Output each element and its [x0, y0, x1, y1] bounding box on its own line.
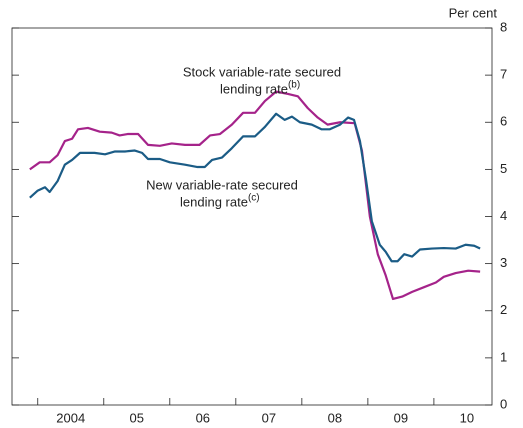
y-tick-label: 0 — [500, 396, 507, 411]
annotation: lending rate — [220, 81, 288, 96]
series-line — [29, 112, 481, 263]
annotation: New variable-rate secured — [146, 177, 298, 192]
x-tick-label: 05 — [130, 410, 144, 425]
annotation: Stock variable-rate secured — [183, 64, 341, 79]
x-tick-label: 2004 — [56, 410, 85, 425]
y-axis-label: Per cent — [449, 5, 498, 20]
series-line — [29, 90, 481, 301]
y-tick-label: 1 — [500, 349, 507, 364]
x-tick-label: 09 — [394, 410, 408, 425]
y-tick-label: 6 — [500, 114, 507, 129]
y-tick-label: 4 — [500, 208, 507, 223]
annotation: lending rate — [180, 194, 248, 209]
y-tick-label: 7 — [500, 67, 507, 82]
y-tick-label: 8 — [500, 19, 507, 34]
x-tick-label: 07 — [262, 410, 276, 425]
y-tick-label: 5 — [500, 161, 507, 176]
x-tick-label: 08 — [328, 410, 342, 425]
annotation-sup: (c) — [248, 193, 260, 204]
y-tick-label: 2 — [500, 302, 507, 317]
annotation-sup: (b) — [288, 80, 300, 91]
y-tick-label: 3 — [500, 255, 507, 270]
x-tick-label: 06 — [196, 410, 210, 425]
x-tick-label: 10 — [460, 410, 474, 425]
